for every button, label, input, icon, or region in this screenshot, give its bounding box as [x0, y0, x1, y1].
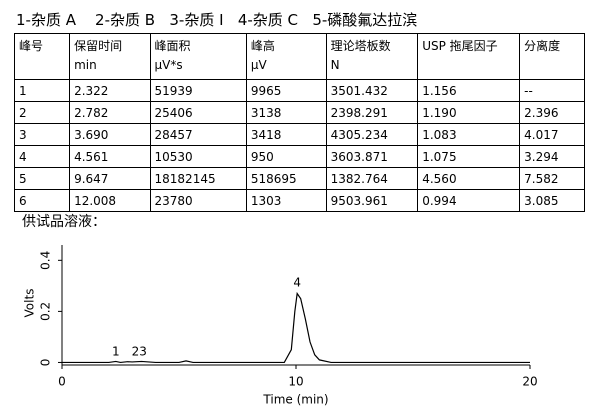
table-cell: 4.560: [417, 167, 521, 190]
table-row: 6 12.008 23780 1303 9503.961 0.994 3.085: [13, 189, 585, 212]
header-row: 峰号 保留时间 min 峰面积 µV*s 峰高 µV 理论塔板数 N USP 拖尾因子 分离度: [13, 33, 585, 80]
y-axis-label: Volts: [23, 289, 37, 318]
table-cell: 1303: [245, 189, 327, 212]
table-cell: 1.190: [417, 101, 521, 124]
x-tick-label: 0: [58, 375, 66, 389]
table-body: 1 2.322 51939 9965 3501.432 1.156 -- 2 2.782 2540…: [13, 79, 585, 212]
peak-label: 1: [112, 344, 120, 358]
table-row: 2 2.782 25406 3138 2398.291 1.190 2.396: [13, 101, 585, 124]
table-cell: 4305.234: [325, 123, 419, 146]
table-cell: 1382.764: [325, 167, 419, 190]
table-cell: 9.647: [69, 167, 151, 190]
table-cell: 51939: [149, 79, 247, 102]
table-cell: 1.075: [417, 145, 521, 168]
table-cell: 6: [13, 189, 71, 212]
header-cell: 峰面积 µV*s: [149, 33, 247, 80]
header-text: 峰号: [19, 39, 44, 53]
header-cell: 峰高 µV: [245, 33, 327, 80]
header-cell: 分离度: [519, 33, 585, 80]
table-cell: 9503.961: [325, 189, 419, 212]
header-text: 理论塔板数: [330, 39, 391, 53]
table-cell: 518695: [245, 167, 327, 190]
table-cell: 3.085: [519, 189, 585, 212]
table-cell: 12.008: [69, 189, 151, 212]
x-tick-label: 20: [522, 375, 537, 389]
table-cell: 3.294: [519, 145, 585, 168]
header-text: min: [74, 58, 97, 72]
trace: [62, 291, 530, 364]
peak-legend: 1-杂质 A 2-杂质 B 3-杂质 I 4-杂质 C 5-磷酸氟达拉滨: [16, 11, 418, 29]
y-tick-label: 0: [39, 359, 53, 367]
table-cell: 0.994: [417, 189, 521, 212]
table-row: 1 2.322 51939 9965 3501.432 1.156 --: [13, 79, 585, 102]
header-text: 保留时间: [74, 39, 123, 53]
peak-label: 23: [132, 344, 147, 358]
header-text: 分离度: [524, 39, 561, 53]
header-text: 峰面积: [154, 39, 191, 53]
table-cell: 2.782: [69, 101, 151, 124]
table-row: 4 4.561 10530 950 3603.871 1.075 3.294: [13, 145, 585, 168]
table-cell: 2398.291: [325, 101, 419, 124]
y-tick-label: 0.2: [39, 302, 53, 321]
x-tick-label: 10: [288, 375, 303, 389]
header-cell: 理论塔板数 N: [325, 33, 419, 80]
header-text: µV*s: [154, 58, 183, 72]
sample-label: 供试品溶液：: [22, 214, 106, 230]
x-axis-label: Time (min): [262, 393, 328, 407]
table-row: 5 9.647 18182145 518695 1382.764 4.560 7.582: [13, 167, 585, 190]
header-text: N: [330, 58, 340, 72]
table-cell: 3501.432: [325, 79, 419, 102]
header-text: µV: [250, 58, 267, 72]
table-cell: 1.156: [417, 79, 521, 102]
y-tick-label: 0.4: [39, 251, 53, 270]
header-text: USP 拖尾因子: [422, 39, 498, 53]
table-cell: 25406: [149, 101, 247, 124]
header-text: 峰高: [250, 39, 275, 53]
table-cell: 28457: [149, 123, 247, 146]
table-cell: 9965: [245, 79, 327, 102]
table-cell: 23780: [149, 189, 247, 212]
peak-label: 4: [293, 275, 301, 289]
